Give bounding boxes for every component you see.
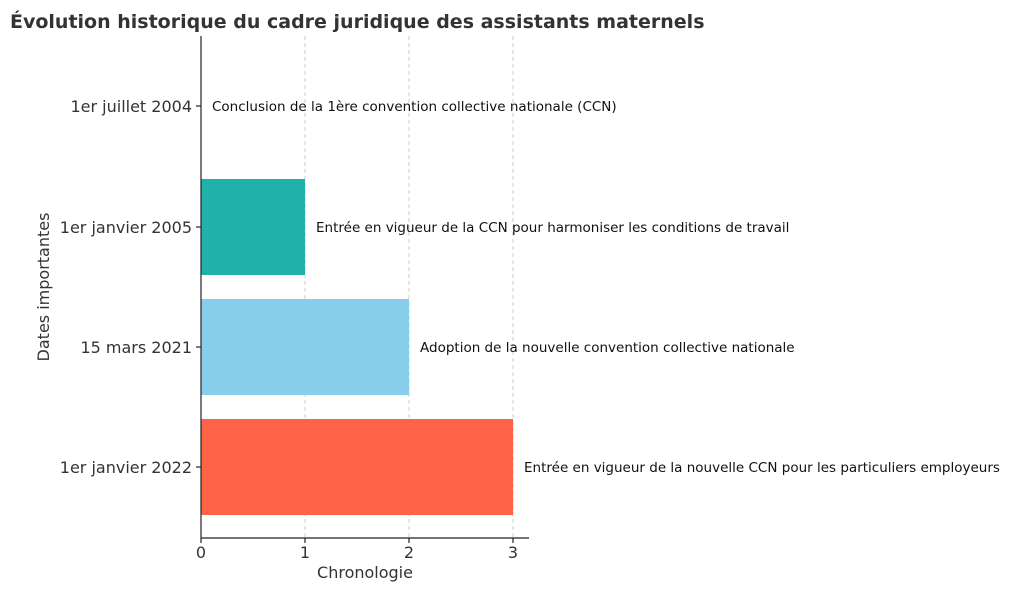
bar-annotation: Entrée en vigueur de la nouvelle CCN pou… (524, 460, 1000, 476)
bar-annotation: Entrée en vigueur de la CCN pour harmoni… (316, 220, 789, 236)
x-tick-label: 1 (300, 543, 310, 562)
x-ticks: 0 1 2 3 (196, 538, 518, 562)
chart-title: Évolution historique du cadre juridique … (10, 10, 705, 33)
bars (201, 179, 513, 515)
bar (201, 299, 409, 395)
x-tick-label: 2 (404, 543, 414, 562)
y-ticks: 1er juillet 2004 1er janvier 2005 15 mars … (60, 97, 201, 477)
y-tick-label: 1er juillet 2004 (70, 97, 192, 116)
x-tick-label: 0 (196, 543, 206, 562)
y-axis-label: Dates importantes (34, 213, 53, 362)
y-tick-label: 1er janvier 2005 (60, 218, 192, 237)
bar (201, 179, 305, 275)
bar-annotation: Conclusion de la 1ère convention collect… (212, 99, 617, 115)
y-tick-label: 15 mars 2021 (80, 338, 192, 357)
x-tick-label: 3 (508, 543, 518, 562)
x-axis-label: Chronologie (317, 563, 413, 582)
axes (200, 36, 529, 539)
bar (201, 419, 513, 515)
bar-annotation: Adoption de la nouvelle convention colle… (420, 340, 795, 356)
annotations: Conclusion de la 1ère convention collect… (212, 99, 1000, 476)
y-tick-label: 1er janvier 2022 (60, 458, 192, 477)
